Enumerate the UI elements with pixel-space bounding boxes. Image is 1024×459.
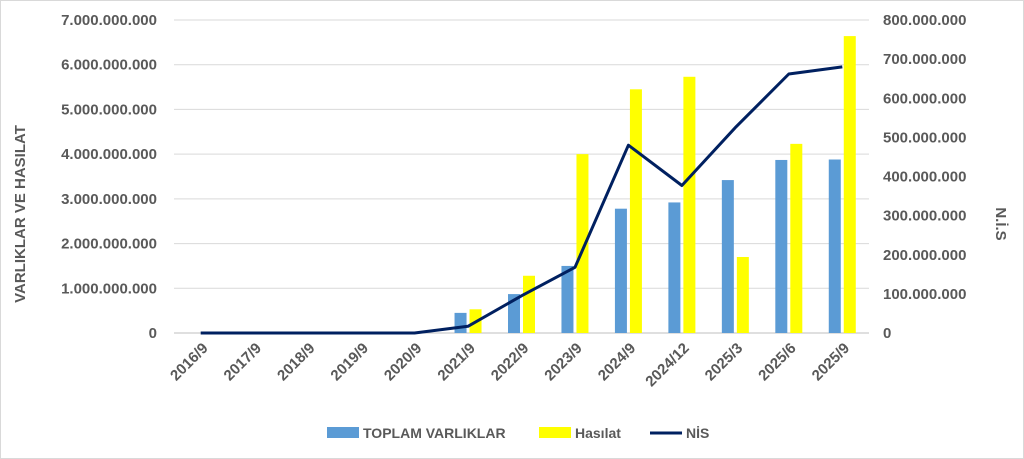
left-tick-label: 6.000.000.000 (61, 57, 157, 74)
bar-hasilat (790, 143, 803, 333)
bar-toplam-varliklar (668, 202, 681, 333)
left-tick-label: 0 (149, 325, 157, 342)
x-tick-label: 2022/9 (488, 340, 532, 384)
left-tick-label: 2.000.000.000 (61, 236, 157, 253)
x-tick-label: 2019/9 (327, 340, 371, 384)
left-axis-title: VARLIKLAR VE HASILAT (12, 125, 29, 303)
x-tick-label: 2021/9 (434, 340, 478, 384)
right-tick-label: 800.000.000 (883, 12, 966, 29)
bar-toplam-varliklar (454, 312, 467, 333)
right-tick-label: 0 (883, 325, 891, 342)
bar-hasilat (629, 89, 642, 333)
x-tick-label: 2016/9 (167, 340, 211, 384)
right-axis-ticks: 0 100.000.000 200.000.000 300.000.000 400.00… (883, 12, 966, 342)
legend-label: NİS (686, 425, 709, 441)
x-tick-label: 2023/9 (541, 340, 585, 384)
legend-label: Hasılat (575, 425, 621, 441)
right-axis-title: N.İ.S (992, 207, 1009, 240)
legend-swatch (539, 427, 571, 438)
bar-toplam-varliklar (721, 180, 734, 333)
gridlines (174, 19, 869, 334)
line-nis (200, 65, 843, 335)
bar-hasilat (683, 76, 696, 333)
left-axis-ticks: 0 1.000.000.000 2.000.000.000 3.000.000.000… (61, 12, 157, 342)
bar-hasilat (736, 256, 749, 333)
x-tick-label: 2025/6 (755, 340, 799, 384)
bar-hasilat (523, 275, 535, 333)
bar-toplam-varliklar (614, 208, 627, 333)
x-tick-label: 2017/9 (221, 340, 265, 384)
line-series (200, 65, 843, 335)
legend-swatch (327, 427, 359, 438)
bar-toplam-varliklar (775, 159, 788, 333)
x-tick-label: 2025/3 (702, 340, 746, 384)
left-tick-label: 5.000.000.000 (61, 101, 157, 118)
x-tick-label: 2024/9 (595, 340, 639, 384)
legend: TOPLAM VARLIKLAR Hasılat NİS (327, 425, 709, 441)
bar-hasilat (576, 154, 589, 333)
legend-label: TOPLAM VARLIKLAR (363, 425, 506, 441)
bar-toplam-varliklar (561, 265, 574, 333)
x-tick-label: 2018/9 (274, 340, 318, 384)
left-tick-label: 7.000.000.000 (61, 12, 157, 29)
x-axis-ticks: 2016/9 2017/9 2018/9 2019/9 2020/9 2021/9 2022… (167, 340, 853, 390)
x-tick-label: 2020/9 (381, 340, 425, 384)
x-tick-label: 2024/12 (642, 340, 692, 390)
bar-toplam-varliklar (508, 294, 520, 333)
left-tick-label: 3.000.000.000 (61, 191, 157, 208)
right-tick-label: 600.000.000 (883, 90, 966, 107)
bar-hasilat (843, 36, 856, 334)
right-tick-label: 500.000.000 (883, 129, 966, 146)
right-tick-label: 200.000.000 (883, 247, 966, 264)
right-tick-label: 700.000.000 (883, 51, 966, 68)
left-tick-label: 1.000.000.000 (61, 280, 157, 297)
x-tick-label: 2025/9 (809, 340, 853, 384)
right-tick-label: 300.000.000 (883, 208, 966, 225)
right-tick-label: 400.000.000 (883, 169, 966, 186)
left-tick-label: 4.000.000.000 (61, 146, 157, 163)
right-tick-label: 100.000.000 (883, 286, 966, 303)
bar-toplam-varliklar (828, 159, 841, 333)
